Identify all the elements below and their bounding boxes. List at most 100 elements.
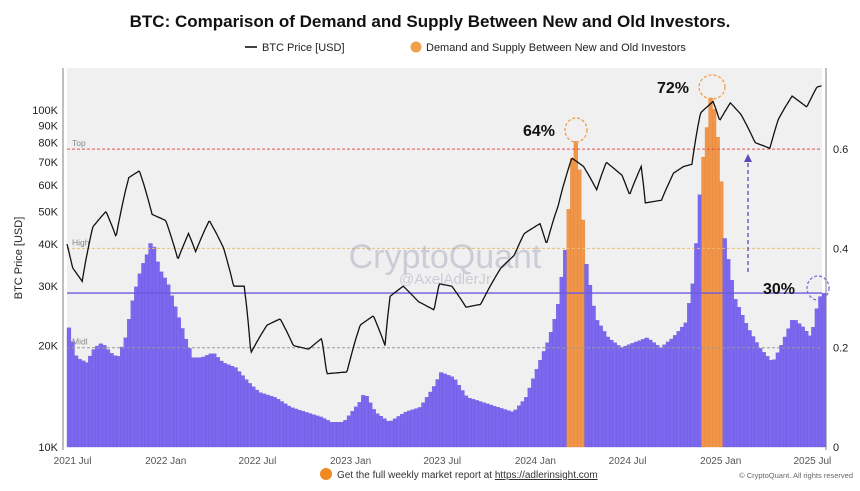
y-tick-label: 80K: [38, 138, 58, 150]
indicator-bar: [740, 315, 745, 448]
annotation-circle: [698, 74, 726, 100]
indicator-bar: [198, 357, 203, 448]
footer-text: Get the full weekly market report at htt…: [337, 470, 598, 481]
indicator-bar: [368, 402, 373, 448]
indicator-bar: [726, 259, 731, 448]
indicator-bar: [375, 413, 380, 448]
indicator-bar: [279, 401, 284, 448]
indicator-bar-highlight: [573, 141, 578, 448]
indicator-bar: [552, 319, 557, 448]
indicator-bars: [66, 97, 827, 448]
legend-indicator-label: Demand and Supply Between New and Old In…: [426, 42, 686, 54]
indicator-bar: [750, 336, 756, 448]
indicator-bar: [442, 373, 447, 448]
indicator-bar: [314, 415, 320, 448]
indicator-bar: [524, 397, 529, 448]
indicator-bar: [212, 353, 217, 448]
indicator-bar-highlight: [719, 181, 724, 448]
indicator-bar: [116, 356, 121, 448]
indicator-bar: [222, 363, 228, 448]
indicator-bar: [559, 276, 564, 448]
annotations: 64% 72% 30%: [523, 74, 830, 301]
indicator-bar: [733, 299, 738, 448]
indicator-bar: [361, 395, 366, 448]
y2-tick-label: 0: [833, 442, 839, 454]
indicator-bar: [470, 399, 476, 448]
indicator-bar: [414, 408, 419, 448]
y-tick-label: 30K: [38, 281, 58, 293]
x-tick-label: 2025 Jul: [793, 456, 831, 467]
indicator-bar-highlight: [708, 97, 713, 448]
indicator-bar: [268, 395, 274, 448]
indicator-bar: [789, 320, 795, 448]
indicator-bar: [538, 359, 543, 448]
indicator-bar: [162, 277, 167, 448]
indicator-bar: [304, 412, 309, 448]
indicator-bar: [637, 340, 642, 448]
indicator-bar: [584, 264, 589, 448]
indicator-bar: [690, 283, 695, 448]
indicator-bar: [247, 383, 252, 448]
indicator-bar: [541, 351, 547, 448]
indicator-bar: [240, 375, 245, 448]
indicator-bar: [499, 408, 504, 448]
axis-ticks: 10K 20K 30K 40K 50K 60K 70K 80K 90K 100K 0 0.2 0.4 0.…: [32, 105, 848, 467]
indicator-bar: [190, 357, 196, 448]
indicator-bar: [251, 386, 256, 448]
indicator-bar: [485, 403, 490, 448]
indicator-bar-highlight: [570, 158, 575, 448]
indicator-bar: [322, 418, 327, 448]
indicator-bar: [169, 295, 174, 448]
indicator-bar: [81, 360, 86, 448]
indicator-bar: [587, 284, 593, 448]
indicator-bar: [275, 399, 281, 448]
indicator-bar: [431, 386, 437, 448]
indicator-bar: [616, 345, 621, 448]
y-axis-label: BTC Price [USD]: [13, 217, 25, 300]
indicator-bar: [293, 408, 298, 448]
indicator-bar: [435, 379, 440, 448]
indicator-bar: [531, 378, 536, 448]
indicator-bar: [307, 413, 313, 448]
indicator-bar: [478, 401, 483, 448]
indicator-bar: [428, 391, 433, 448]
indicator-bar: [350, 411, 355, 448]
indicator-bar: [633, 341, 639, 448]
indicator-bar: [343, 420, 348, 448]
indicator-bar: [332, 422, 337, 448]
indicator-bar: [676, 331, 681, 448]
x-tick-label: 2022 Jan: [145, 456, 186, 467]
indicator-bar: [602, 331, 607, 448]
indicator-bar: [761, 352, 766, 448]
indicator-bar: [127, 319, 132, 448]
indicator-bar: [605, 336, 610, 448]
indicator-bar: [811, 327, 816, 448]
watermark: CryptoQuant @AxelAdlerJr: [349, 238, 542, 288]
indicator-bar: [105, 349, 111, 448]
indicator-bar: [183, 338, 189, 448]
indicator-bar: [644, 337, 649, 448]
y-tick-label: 10K: [38, 442, 58, 454]
level-label-high: High: [72, 237, 90, 247]
indicator-bar: [187, 348, 192, 448]
footer-link[interactable]: https://adlerinsight.com: [495, 470, 598, 481]
annotation-label: 64%: [523, 123, 555, 140]
indicator-bar: [258, 392, 263, 448]
indicator-bar: [782, 336, 788, 448]
indicator-bar: [385, 420, 391, 448]
indicator-bar: [492, 405, 497, 448]
indicator-bar: [84, 362, 89, 448]
indicator-bar: [151, 246, 157, 448]
indicator-bar: [818, 296, 823, 448]
indicator-bar: [488, 404, 493, 448]
indicator-bar-highlight: [715, 137, 720, 448]
indicator-bar: [254, 389, 259, 448]
indicator-bar: [120, 346, 125, 448]
indicator-bar: [563, 249, 568, 448]
indicator-bar: [134, 286, 139, 448]
indicator-bar: [70, 341, 75, 448]
indicator-bar: [219, 360, 224, 448]
price-line: [66, 85, 822, 375]
indicator-bar: [77, 358, 82, 448]
